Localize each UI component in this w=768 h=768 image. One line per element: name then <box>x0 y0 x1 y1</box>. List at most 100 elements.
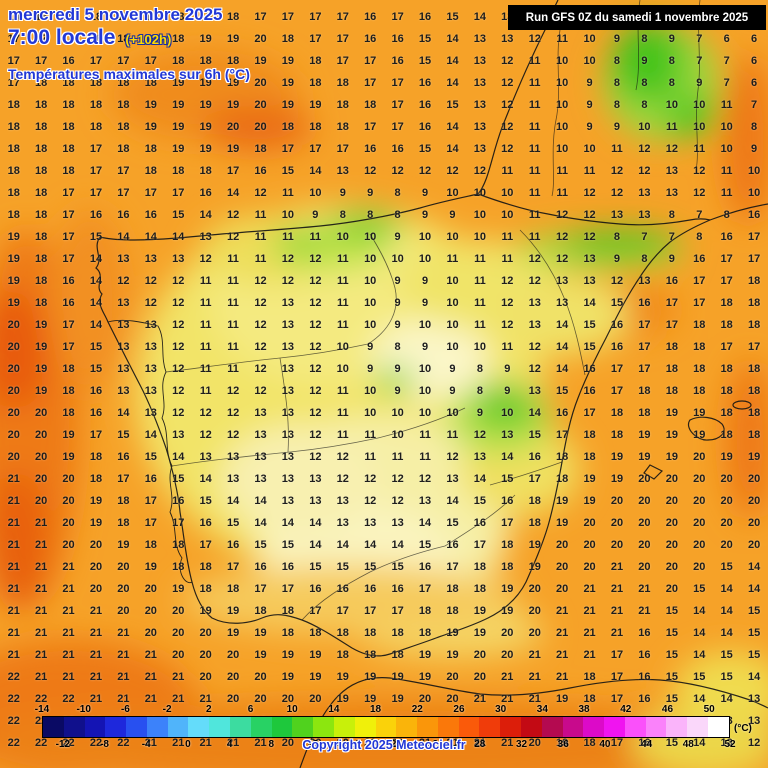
temperature-value: 20 <box>583 517 596 529</box>
temperature-value: 20 <box>254 99 267 111</box>
temperature-value: 20 <box>62 473 75 485</box>
temperature-value: 21 <box>117 649 130 661</box>
temperature-value: 16 <box>583 363 596 375</box>
temperature-value: 8 <box>696 231 703 243</box>
temperature-value: 20 <box>7 451 20 463</box>
island-outline <box>688 416 725 441</box>
temperature-value: 7 <box>696 55 703 67</box>
temperature-value: 21 <box>144 693 157 705</box>
temperature-value: 16 <box>89 407 103 419</box>
temperature-value: 18 <box>144 143 157 155</box>
temperature-value: 14 <box>528 407 541 419</box>
temperature-value: 12 <box>309 363 322 375</box>
temperature-value: 11 <box>474 253 486 265</box>
temperature-value: 16 <box>199 187 212 199</box>
temperature-value: 18 <box>391 649 404 661</box>
temperature-value: 18 <box>7 11 20 23</box>
temperature-value: 15 <box>473 495 486 507</box>
temperature-value: 18 <box>117 33 130 45</box>
temperature-value: 11 <box>666 121 678 133</box>
temperature-value: 14 <box>89 297 103 309</box>
temperature-row: 18 18 17 16 16 16 15 14 12 11 10 9 8 8 8 9 9 10 10 11 12 12 13… <box>0 207 768 223</box>
temperature-value: 11 <box>336 297 349 309</box>
temperature-value: 14 <box>693 737 706 749</box>
temperature-value: 12 <box>501 143 514 155</box>
colorbar-tick-label: 10 <box>286 704 298 715</box>
temperature-value: 16 <box>583 385 596 397</box>
temperature-value: 13 <box>364 517 377 529</box>
temperature-value: 17 <box>528 473 541 485</box>
temperature-value: 16 <box>665 275 678 287</box>
temperature-value: 10 <box>556 121 569 133</box>
temperature-value: 18 <box>610 407 624 419</box>
coastline-path <box>95 203 768 657</box>
temperature-value: 11 <box>227 297 239 309</box>
temperature-value: 14 <box>199 473 212 485</box>
temperature-value: 13 <box>583 275 596 287</box>
temperature-value: 18 <box>665 363 678 375</box>
temperature-value: 15 <box>720 561 733 573</box>
temperature-value: 11 <box>528 77 541 89</box>
temperature-value: 12 <box>364 473 377 485</box>
temperature-value: 10 <box>446 231 459 243</box>
temperature-value: 12 <box>172 341 185 353</box>
temperature-value: 17 <box>364 55 377 67</box>
temperature-value: 17 <box>665 319 678 331</box>
temperature-value: 9 <box>312 209 319 221</box>
temperature-value: 19 <box>391 671 404 683</box>
temperature-value: 19 <box>583 473 596 485</box>
temperature-value: 13 <box>720 737 733 749</box>
temperature-value: 12 <box>418 165 432 177</box>
temperature-value: 17 <box>747 253 761 265</box>
temperature-value: 16 <box>199 517 212 529</box>
temperature-value: 19 <box>226 77 240 89</box>
temperature-value: 21 <box>473 693 486 705</box>
temperature-value: 18 <box>62 121 75 133</box>
colorbar-tick-label: 30 <box>495 704 507 715</box>
temperature-value: 16 <box>336 583 349 595</box>
temperature-value: 13 <box>281 429 295 441</box>
temperature-value: 11 <box>720 187 733 199</box>
temperature-value: 10 <box>638 121 651 133</box>
temperature-value: 16 <box>364 583 377 595</box>
temperature-value: 10 <box>446 187 459 199</box>
temperature-value: 9 <box>504 385 511 397</box>
temperature-value: 19 <box>226 33 240 45</box>
temperature-value: 9 <box>367 187 374 199</box>
temperature-value: 19 <box>35 385 48 397</box>
temperature-value: 20 <box>720 495 733 507</box>
temperature-value: 20 <box>693 561 706 573</box>
colorbar-tick-label: 4 <box>226 739 233 750</box>
temperature-value: 10 <box>418 319 432 331</box>
temperature-value: 14 <box>254 517 267 529</box>
temperature-value: 13 <box>254 473 267 485</box>
temperature-value: 12 <box>144 275 157 287</box>
temperature-value: 9 <box>339 187 346 199</box>
temperature-value: 20 <box>638 495 651 507</box>
temperature-value: 8 <box>394 209 401 221</box>
temperature-value: 18 <box>665 385 678 397</box>
temperature-value: 18 <box>117 143 130 155</box>
temperature-value: 22 <box>7 671 20 683</box>
temperature-row: 20 20 18 16 14 13 12 12 12 13 13 12 11 10 10 10 10 9 10 14 1… <box>0 405 768 421</box>
temperature-value: 12 <box>528 363 541 375</box>
temperature-value: 17 <box>336 11 349 23</box>
temperature-value: 10 <box>473 341 486 353</box>
temperature-value: 18 <box>172 539 185 551</box>
temperature-value: 18 <box>473 561 486 573</box>
temperature-value: 18 <box>720 319 733 331</box>
temperature-value: 16 <box>473 517 486 529</box>
temperature-value: 7 <box>696 209 703 221</box>
temperature-value: 15 <box>583 319 596 331</box>
temperature-value: 12 <box>501 319 514 331</box>
temperature-value: 11 <box>227 319 239 331</box>
forecast-hour-offset: (+102h) <box>125 32 172 47</box>
temperature-value: 9 <box>394 319 401 331</box>
temperature-value: 11 <box>364 429 377 441</box>
temperature-value: 9 <box>668 253 675 265</box>
temperature-value: 10 <box>583 33 596 45</box>
temperature-value: 20 <box>665 561 678 573</box>
map-parameter-title: Températures maximales sur 6h (°C) <box>8 66 250 82</box>
temperature-value: 20 <box>610 539 624 551</box>
temperature-value: 21 <box>7 495 20 507</box>
